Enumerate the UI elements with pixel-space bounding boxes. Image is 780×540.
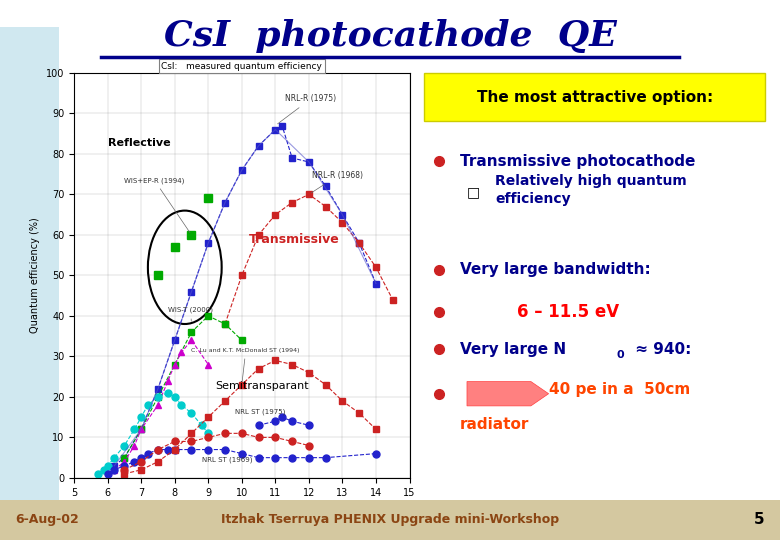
Y-axis label: Quantum efficiency (%): Quantum efficiency (%) xyxy=(30,218,41,333)
FancyArrow shape xyxy=(467,382,548,406)
Text: ≈ 940:: ≈ 940: xyxy=(630,342,692,357)
Text: Very large bandwidth:: Very large bandwidth: xyxy=(460,262,651,277)
Text: □: □ xyxy=(467,185,480,199)
Text: CsI  photocathode  QE: CsI photocathode QE xyxy=(164,19,616,53)
Text: WIS-T (2000): WIS-T (2000) xyxy=(168,307,213,321)
Text: WIS+EP-R (1994): WIS+EP-R (1994) xyxy=(125,177,190,233)
Text: Reflective: Reflective xyxy=(108,138,170,148)
Text: 6 – 11.5 eV: 6 – 11.5 eV xyxy=(516,303,619,321)
Text: Semitransparant: Semitransparant xyxy=(215,381,309,391)
Text: 6-Aug-02: 6-Aug-02 xyxy=(16,513,80,526)
Text: 0: 0 xyxy=(616,350,624,360)
Text: Itzhak Tserruya PHENIX Upgrade mini-Workshop: Itzhak Tserruya PHENIX Upgrade mini-Work… xyxy=(221,513,559,526)
Text: C. Lu and K.T. McDonald ST (1994): C. Lu and K.T. McDonald ST (1994) xyxy=(191,348,300,382)
Text: Very large N: Very large N xyxy=(460,342,566,357)
Text: NRL-R (1975): NRL-R (1975) xyxy=(278,94,336,124)
Text: NRL ST (1975): NRL ST (1975) xyxy=(235,408,285,415)
Text: 40 pe in a  50cm: 40 pe in a 50cm xyxy=(548,382,690,397)
Text: The most attractive option:: The most attractive option: xyxy=(477,90,713,105)
Text: NRL ST (1969): NRL ST (1969) xyxy=(201,457,252,463)
Text: NRL-R (1968): NRL-R (1968) xyxy=(311,171,363,193)
Text: Transmissive photocathode: Transmissive photocathode xyxy=(460,154,695,168)
FancyBboxPatch shape xyxy=(424,73,765,122)
Title: CsI:   measured quantum efficiency: CsI: measured quantum efficiency xyxy=(161,62,322,71)
Text: Transmissive: Transmissive xyxy=(249,233,339,246)
X-axis label: Photon energy (eV): Photon energy (eV) xyxy=(194,503,289,513)
Text: Relatively high quantum
efficiency: Relatively high quantum efficiency xyxy=(495,174,687,206)
Text: radiator: radiator xyxy=(460,417,530,432)
Text: 5: 5 xyxy=(753,512,764,527)
